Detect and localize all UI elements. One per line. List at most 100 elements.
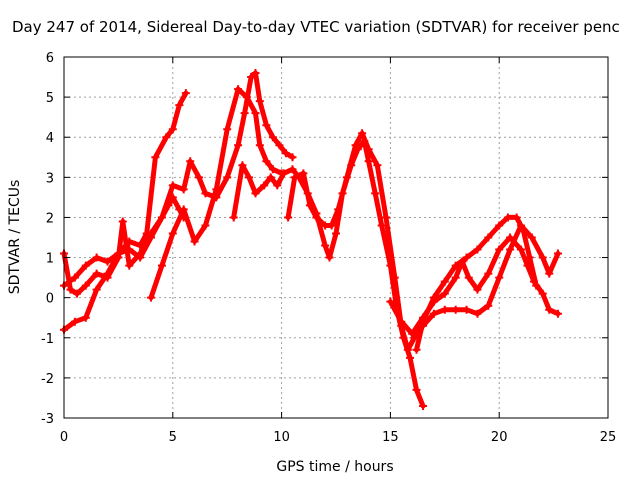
- data-point-marker: [242, 93, 251, 102]
- x-tick-label: 5: [169, 430, 177, 445]
- data-point-marker: [503, 213, 512, 222]
- data-point-marker: [364, 157, 373, 166]
- data-point-marker: [545, 269, 554, 278]
- data-point-marker: [223, 173, 232, 182]
- data-point-marker: [429, 293, 438, 302]
- data-point-marker: [73, 289, 82, 298]
- data-point-marker: [451, 305, 460, 314]
- data-point-marker: [419, 317, 428, 326]
- series-satellite-track-1: [60, 89, 190, 290]
- data-point-marker: [194, 173, 203, 182]
- data-point-marker: [342, 173, 351, 182]
- y-tick-label: 5: [46, 91, 54, 106]
- data-point-marker: [255, 141, 264, 150]
- data-point-marker: [234, 141, 243, 150]
- data-point-marker: [157, 213, 166, 222]
- data-point-marker: [332, 229, 340, 238]
- data-point-marker: [81, 313, 90, 322]
- data-point-marker: [179, 205, 188, 214]
- data-point-marker: [386, 297, 395, 306]
- data-point-marker: [553, 249, 562, 258]
- data-point-marker: [92, 285, 101, 294]
- data-point-marker: [288, 153, 297, 162]
- data-point-marker: [234, 85, 243, 94]
- data-point-marker: [92, 253, 101, 262]
- data-point-marker: [451, 261, 460, 270]
- data-point-marker: [495, 245, 504, 254]
- data-point-marker: [440, 305, 449, 314]
- data-point-marker: [545, 305, 554, 314]
- data-point-marker: [262, 157, 271, 166]
- data-point-marker: [92, 269, 101, 278]
- x-tick-label: 0: [60, 430, 68, 445]
- data-point-marker: [462, 305, 471, 314]
- data-point-marker: [181, 89, 190, 98]
- series-satellite-track-4: [147, 85, 286, 302]
- data-point-marker: [527, 233, 536, 242]
- data-point-marker: [103, 273, 112, 282]
- x-tick-label: 10: [273, 430, 290, 445]
- data-point-marker: [351, 141, 360, 150]
- y-tick-label: 3: [46, 171, 54, 186]
- data-point-marker: [312, 213, 321, 222]
- data-point-marker: [429, 309, 438, 318]
- data-point-marker: [162, 133, 171, 142]
- data-point-marker: [364, 145, 373, 154]
- data-point-marker: [440, 289, 449, 298]
- data-point-marker: [325, 253, 334, 262]
- data-point-marker: [212, 185, 221, 194]
- data-point-marker: [190, 237, 199, 246]
- data-point-marker: [299, 169, 308, 178]
- x-axis-label: GPS time / hours: [276, 459, 393, 475]
- y-tick-label: 2: [46, 211, 54, 226]
- data-point-marker: [290, 173, 299, 182]
- data-point-marker: [473, 285, 482, 294]
- data-point-marker: [538, 253, 547, 262]
- data-point-marker: [251, 69, 260, 78]
- data-point-marker: [284, 213, 293, 222]
- data-point-marker: [168, 181, 177, 190]
- data-point-marker: [484, 269, 493, 278]
- data-point-marker: [251, 189, 260, 198]
- data-point-marker: [288, 165, 297, 174]
- data-point-marker: [125, 261, 134, 270]
- data-point-marker: [186, 157, 195, 166]
- data-point-marker: [532, 281, 541, 290]
- data-point-marker: [251, 109, 260, 118]
- data-point-marker: [473, 245, 482, 254]
- x-tick-label: 15: [382, 430, 399, 445]
- series-satellite-track-8: [412, 213, 541, 354]
- plot-frame: [63, 56, 609, 419]
- data-point-marker: [451, 273, 460, 282]
- data-point-marker: [484, 301, 493, 310]
- data-point-marker: [179, 185, 188, 194]
- data-series: [60, 69, 562, 410]
- data-point-marker: [334, 205, 343, 214]
- data-point-marker: [164, 201, 173, 210]
- data-point-marker: [553, 309, 562, 318]
- series-line: [61, 90, 189, 289]
- data-point-marker: [495, 221, 504, 230]
- y-tick-label: 1: [46, 252, 54, 267]
- y-tick-label: -2: [41, 372, 54, 387]
- data-point-marker: [147, 229, 156, 238]
- data-point-marker: [305, 201, 314, 210]
- data-point-marker: [525, 253, 534, 262]
- data-point-marker: [538, 289, 547, 298]
- data-point-marker: [70, 317, 79, 326]
- data-point-marker: [321, 241, 330, 250]
- data-point-marker: [495, 273, 504, 282]
- data-point-marker: [464, 273, 473, 282]
- data-point-marker: [275, 141, 284, 150]
- data-point-marker: [168, 193, 177, 202]
- data-point-marker: [147, 293, 156, 302]
- data-point-marker: [382, 213, 391, 222]
- data-point-marker: [255, 97, 264, 106]
- x-tick-label: 20: [491, 430, 508, 445]
- data-point-marker: [516, 245, 525, 254]
- data-point-marker: [136, 249, 145, 258]
- data-point-marker: [262, 121, 271, 130]
- data-point-marker: [279, 169, 288, 178]
- data-point-marker: [244, 173, 253, 182]
